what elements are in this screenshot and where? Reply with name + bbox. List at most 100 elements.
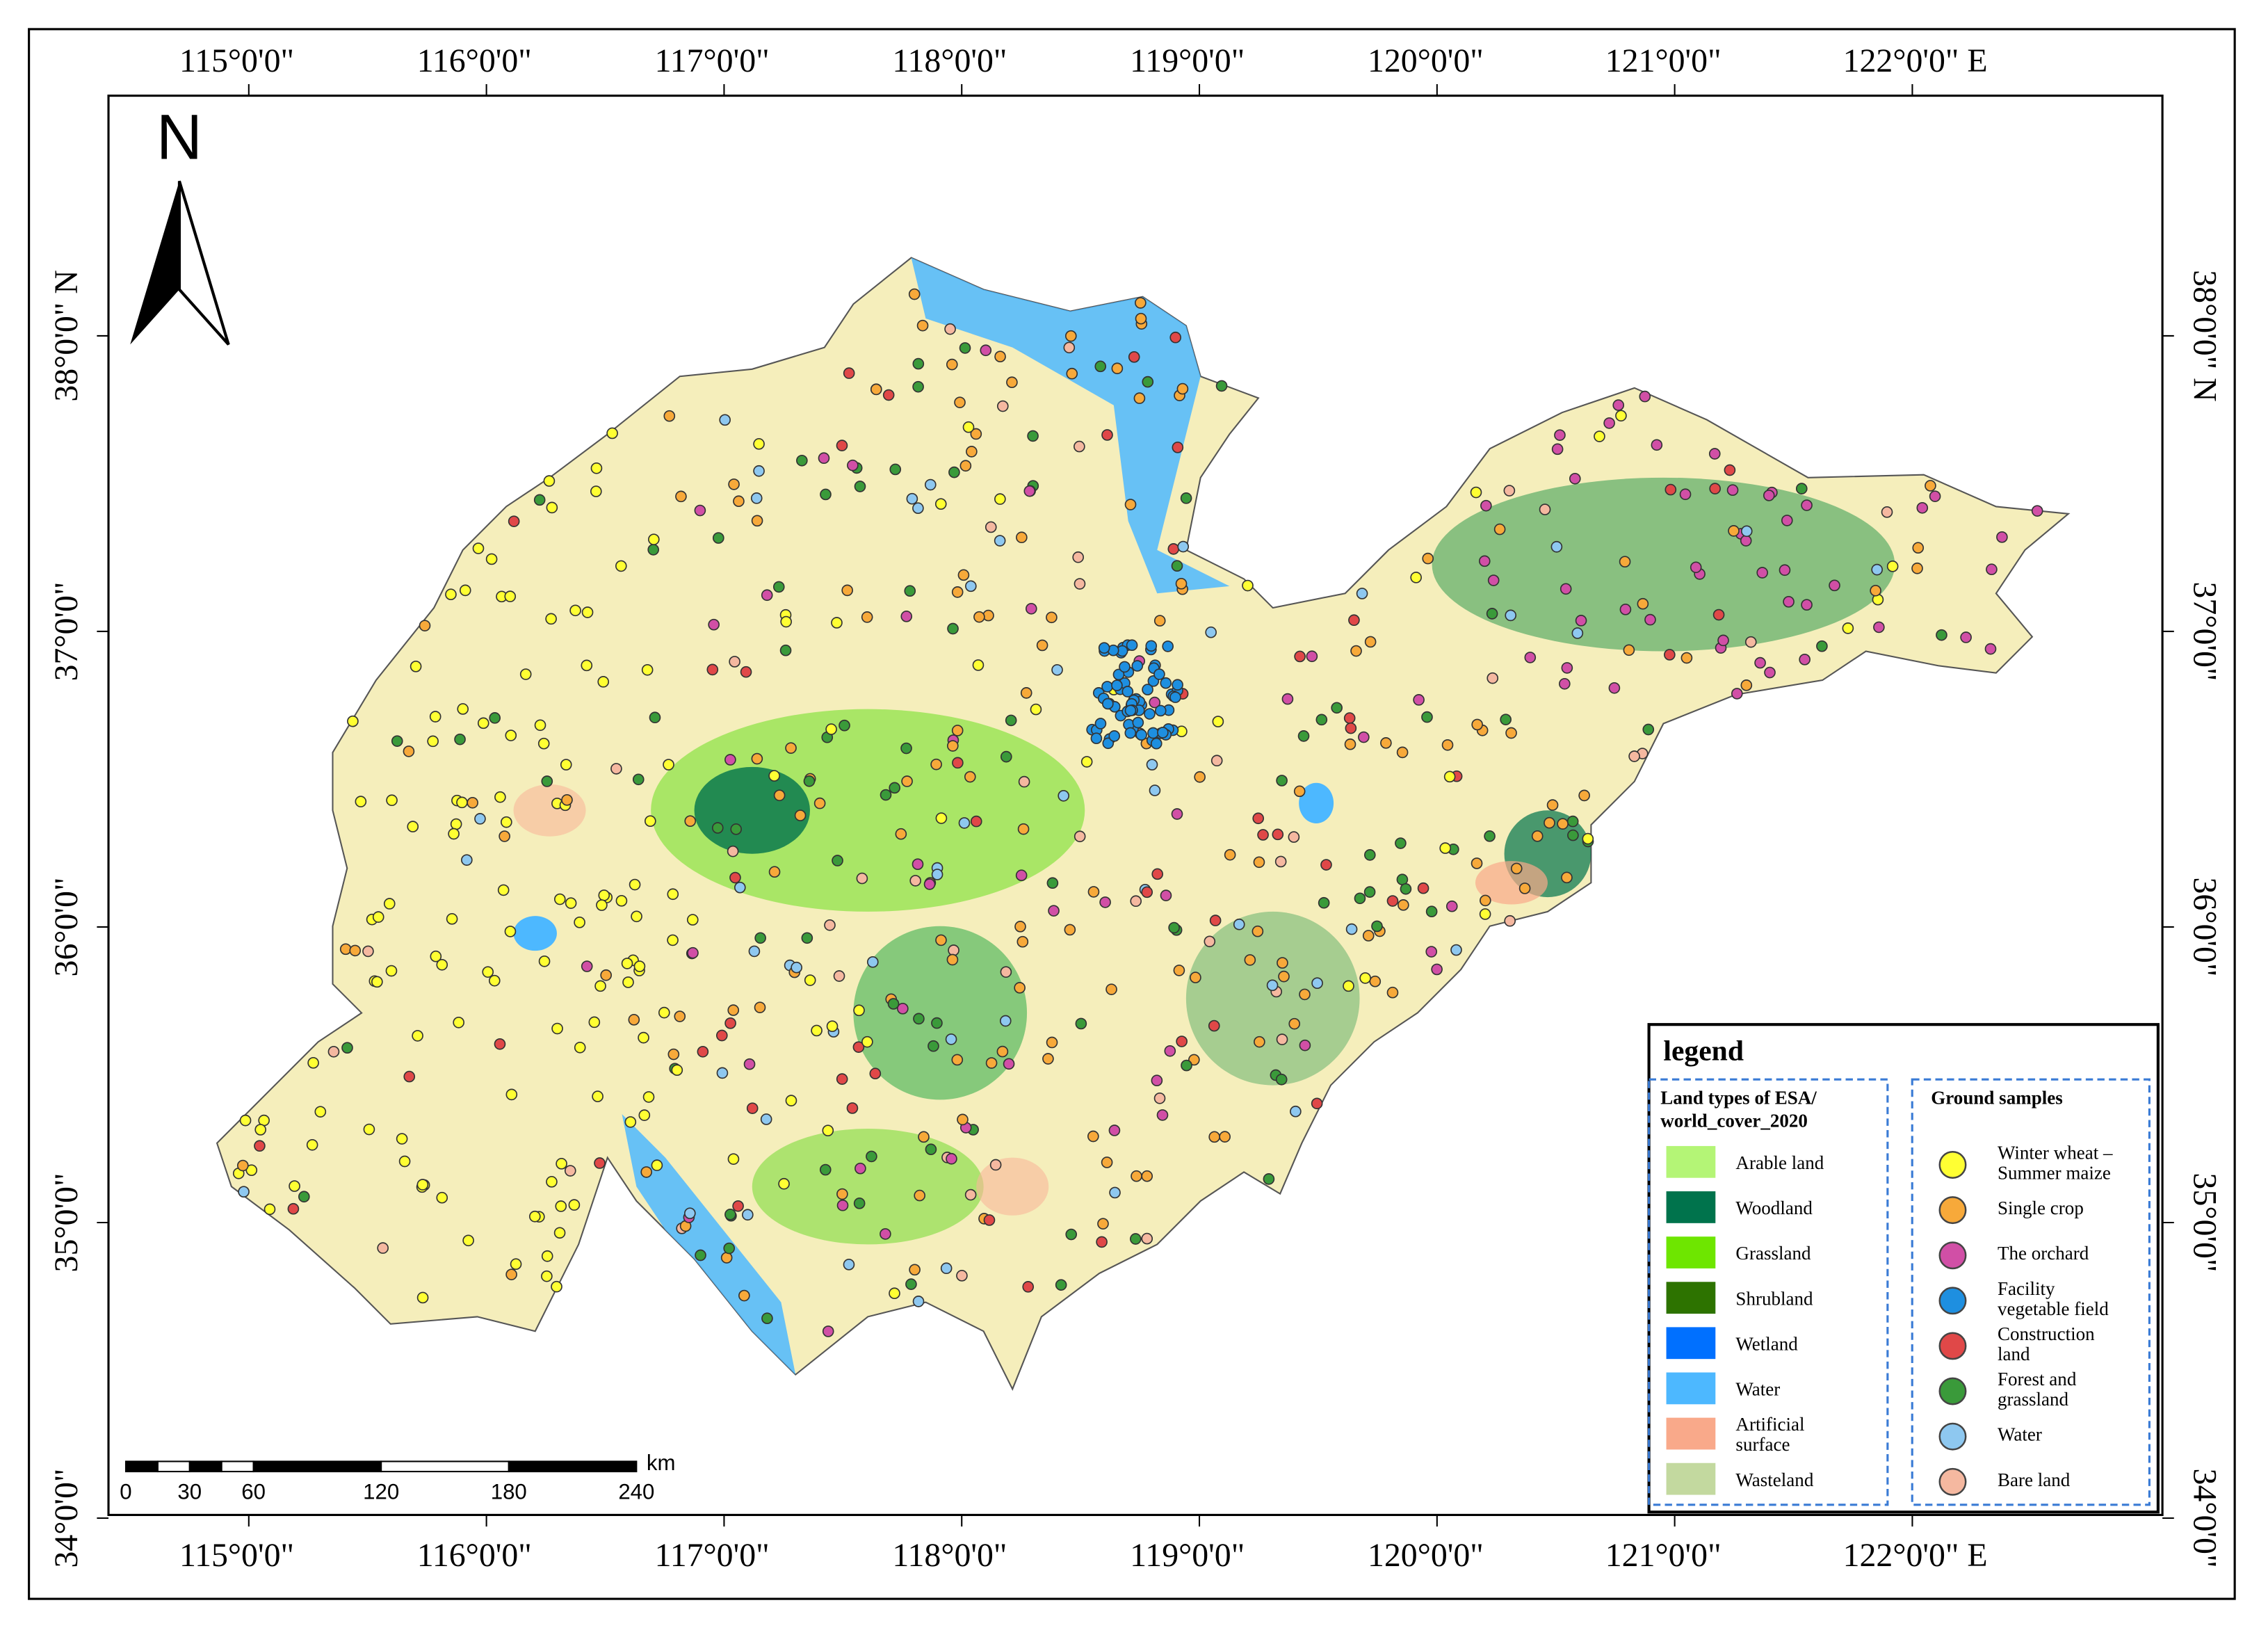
sample-point (772, 581, 785, 593)
sample-point (1169, 691, 1181, 703)
sample-point (594, 1157, 606, 1169)
sample-point (909, 875, 921, 887)
sample-point (1176, 1035, 1188, 1047)
sample-point (1582, 832, 1594, 845)
sample-point (780, 615, 792, 628)
sample-point (708, 618, 720, 631)
sample-point (1252, 812, 1265, 825)
sample-point (753, 438, 765, 450)
sample-point (504, 590, 517, 602)
sample-point (553, 893, 566, 905)
sample-point (1783, 595, 1795, 608)
sample-point (407, 821, 419, 832)
sample-point (1005, 714, 1017, 727)
urban-area (513, 784, 586, 837)
sample-point (956, 1270, 968, 1282)
sample-point (951, 586, 964, 598)
sample-point (1016, 935, 1029, 948)
sample-point (1141, 1232, 1153, 1245)
legend-section (1648, 1078, 1889, 1506)
sample-point (1102, 698, 1114, 710)
sample-point (1254, 1035, 1265, 1048)
sample-point (416, 1179, 429, 1191)
sample-point (831, 617, 843, 629)
sample-point (1266, 979, 1279, 992)
sample-point (1680, 652, 1693, 664)
sample-point (1215, 380, 1228, 392)
sample-point (989, 1159, 1002, 1171)
sample-point (940, 1262, 953, 1275)
sample-point (1277, 957, 1288, 969)
sample-point (716, 1067, 729, 1079)
urban-area (1475, 861, 1548, 905)
sample-point (1763, 490, 1775, 501)
sample-point (1594, 430, 1605, 442)
sample-point (1331, 702, 1343, 714)
sample-point (551, 1280, 562, 1293)
legend-swatch (1666, 1372, 1716, 1405)
sample-point (1551, 443, 1564, 456)
sample-point (489, 712, 501, 724)
label-line: Single crop (1998, 1198, 2084, 1218)
sample-point (1500, 714, 1512, 725)
sample-point (711, 822, 724, 834)
sample-point (1121, 686, 1134, 698)
sample-point (1172, 679, 1183, 691)
sample-point (1816, 640, 1828, 652)
sample-point (743, 1058, 756, 1070)
sample-point (1363, 849, 1376, 861)
sample-point (674, 1010, 686, 1022)
sample-point (934, 498, 947, 510)
legend-swatch (1938, 1241, 1967, 1270)
sample-point (843, 1259, 855, 1271)
sample-point (1190, 972, 1201, 983)
sample-point (1293, 785, 1306, 798)
sample-point (1080, 756, 1093, 768)
sample-point (410, 660, 422, 672)
sample-point (1350, 645, 1362, 657)
sample-point (624, 1116, 637, 1128)
sample-point (1064, 924, 1076, 936)
sample-point (1288, 1017, 1301, 1030)
sample-point (1141, 886, 1153, 898)
label-line: Summer maize (1998, 1163, 2111, 1184)
sample-point (412, 1030, 423, 1042)
lon-label: 116°0'0" (417, 1537, 532, 1574)
sample-point (1046, 877, 1059, 889)
sample-point (429, 711, 442, 723)
sample-point (647, 544, 660, 556)
sample-point (598, 889, 610, 901)
sample-point (254, 1140, 266, 1152)
sample-point (347, 715, 359, 727)
sample-point (687, 946, 699, 959)
sample-point (1124, 499, 1137, 510)
sample-point (306, 1138, 318, 1151)
lat-label: 36°0'0" (48, 878, 85, 977)
legend-swatch (1666, 1327, 1716, 1360)
sample-point (1064, 330, 1077, 342)
sample-point (1550, 540, 1563, 553)
label-line: Arable land (1735, 1152, 1824, 1173)
sample-point (1395, 837, 1407, 849)
sample-point (574, 1041, 586, 1054)
sample-point (889, 1287, 900, 1300)
sample-point (651, 1159, 663, 1171)
sample-point (1058, 789, 1070, 802)
woodland-patch (853, 926, 1028, 1100)
sample-point (724, 754, 736, 766)
woodland-patch (694, 766, 810, 854)
sample-point (724, 1017, 736, 1029)
sample-point (1018, 775, 1030, 788)
sample-point (1017, 823, 1030, 835)
legend-swatch (1666, 1462, 1716, 1495)
sample-point (606, 427, 618, 440)
sample-point (1257, 829, 1269, 841)
sample-point (1443, 771, 1456, 783)
sample-point (985, 521, 997, 533)
sample-point (686, 914, 699, 926)
sample-point (590, 485, 602, 497)
scale-label: 30 (177, 1479, 202, 1504)
sample-point (633, 960, 646, 972)
sample-point (1608, 682, 1621, 694)
sample-point (1925, 480, 1936, 492)
